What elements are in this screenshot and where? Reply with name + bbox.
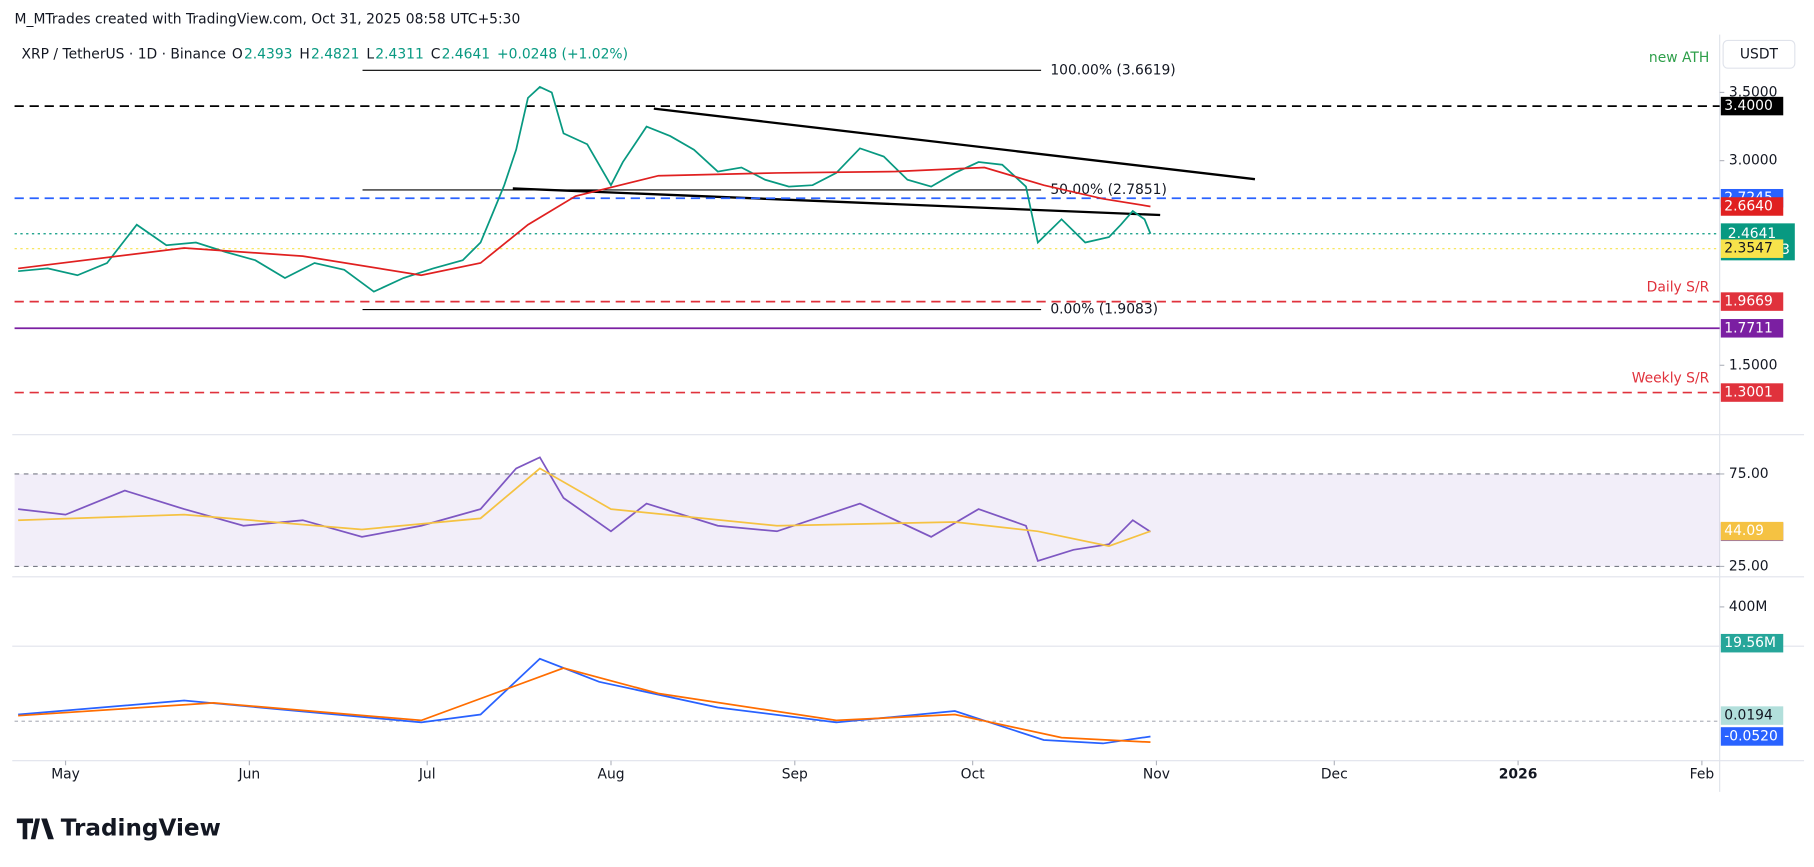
level-note: Daily S/R	[1647, 280, 1710, 296]
series-line	[18, 166, 1151, 277]
series-line	[18, 657, 1151, 745]
y-tick-label: 75.00	[1729, 466, 1769, 482]
level-badge	[1720, 96, 1784, 116]
trendline	[512, 187, 1161, 217]
x-tick-label: Sep	[782, 767, 808, 783]
x-tick-label: Nov	[1143, 767, 1170, 783]
series-line	[18, 667, 1151, 744]
level-badge-label: 1.9669	[1724, 294, 1773, 310]
x-tick-label: Oct	[961, 767, 986, 783]
currency-box[interactable]	[1722, 39, 1796, 69]
macd-hist-badge	[1720, 706, 1784, 725]
x-tick-label: Aug	[597, 767, 624, 783]
level-badge-label: 3.4000	[1724, 98, 1773, 114]
ohlc-value: 2.4393	[244, 46, 293, 62]
brand: TradingView	[61, 815, 221, 841]
annotation: new ATH	[1649, 50, 1709, 66]
series-line	[18, 456, 1151, 562]
ohlc-key: L	[366, 46, 374, 62]
currency[interactable]: USDT	[1740, 46, 1779, 62]
fib-label: 0.00% (1.9083)	[1050, 302, 1158, 318]
y-tick-label: 1.5000	[1729, 357, 1777, 373]
ohlc-value: 2.4641	[442, 46, 491, 62]
rsi-badge-label: 44.09	[1724, 523, 1764, 539]
level-note: Weekly S/R	[1632, 371, 1710, 387]
x-tick-label: Jun	[238, 767, 261, 783]
x-tick-label: 2026	[1499, 767, 1538, 783]
y-tick-label: 3.5000	[1729, 84, 1777, 100]
volume-badge	[1720, 633, 1784, 653]
x-tick-label: Dec	[1321, 767, 1348, 783]
layout	[12, 34, 1805, 792]
x-tick-label: Feb	[1690, 767, 1715, 783]
ohlc-key: H	[299, 46, 309, 62]
y-tick-label: 25.00	[1729, 558, 1769, 574]
x-tick-label: May	[51, 767, 80, 783]
symbol: XRP / TetherUS · 1D · Binance	[22, 46, 226, 62]
rsi-band	[14, 473, 1720, 567]
macd-badge	[1720, 727, 1784, 746]
macd-hist-badge-label: 0.0194	[1724, 708, 1773, 724]
level-badge	[1720, 292, 1784, 311]
series-line	[18, 467, 1151, 547]
ohlc-value: 2.4821	[311, 46, 360, 62]
ohlc-value: 2.4311	[375, 46, 424, 62]
ohlc-key: O	[232, 46, 243, 62]
level-badge	[1720, 197, 1784, 216]
level-badge	[1720, 383, 1784, 402]
macd-badge-label: -0.0520	[1724, 728, 1778, 744]
volume-badge-label: 19.56M	[1724, 635, 1776, 651]
y-tick-label: 400M	[1729, 599, 1767, 615]
price-badge-label: 2.4641	[1728, 226, 1777, 242]
change: +0.0248 (+1.02%)	[497, 46, 628, 62]
level-badge-label: 2.3547	[1724, 241, 1773, 257]
x-tick-label: Jul	[418, 767, 436, 783]
logo	[16, 818, 54, 840]
level-badge-label: 2.6640	[1724, 198, 1773, 214]
credit: M_MTrades created with TradingView.com, …	[15, 12, 521, 28]
level-badge-label: 1.3001	[1724, 385, 1773, 401]
level-badge-label: 1.7711	[1724, 320, 1773, 336]
level-badge	[1720, 319, 1784, 338]
rsi-badge	[1720, 521, 1784, 541]
y-tick-label: 3.0000	[1729, 153, 1777, 169]
fib-label: 100.00% (3.6619)	[1050, 62, 1175, 78]
level-badge	[1720, 239, 1784, 258]
trendline	[653, 107, 1256, 181]
ohlc-key: C	[431, 46, 441, 62]
